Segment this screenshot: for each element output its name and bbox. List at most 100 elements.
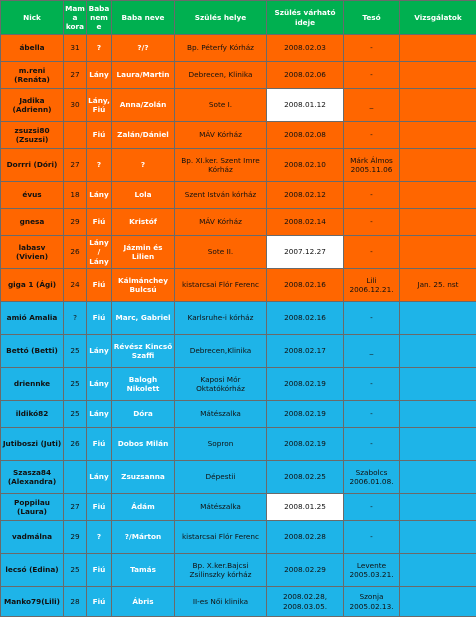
- col-header-birth-place: Szülés helye: [175, 1, 267, 35]
- cell-sibling: Szonja 2005.02.13.: [344, 587, 400, 617]
- cell-baby-gender: Lány/ Lány: [87, 236, 112, 269]
- cell-baby-name: Zsuzsanna: [112, 461, 175, 494]
- cell-baby-name: Tamás: [112, 554, 175, 587]
- cell-exams: [400, 461, 476, 494]
- cell-exams: [400, 587, 476, 617]
- cell-baby-gender: Fiú: [87, 494, 112, 521]
- cell-mother-age: [64, 122, 87, 149]
- cell-baby-name: Anna/Zolán: [112, 89, 175, 122]
- cell-birth-place: Debrecen,Klinika: [175, 335, 267, 368]
- cell-baby-gender: Lány: [87, 368, 112, 401]
- cell-nick: ildikó82: [1, 401, 64, 428]
- col-header-sibling: Tesó: [344, 1, 400, 35]
- cell-mother-age: 25: [64, 401, 87, 428]
- cell-due-date: 2008.02.14: [267, 209, 344, 236]
- cell-baby-name: Zalán/Dániel: [112, 122, 175, 149]
- cell-baby-gender: Fiú: [87, 209, 112, 236]
- cell-birth-place: Dépestii: [175, 461, 267, 494]
- cell-exams: [400, 35, 476, 62]
- cell-nick: ábella: [1, 35, 64, 62]
- cell-baby-name: Ábris: [112, 587, 175, 617]
- col-header-nick: Nick: [1, 1, 64, 35]
- cell-sibling: _: [344, 89, 400, 122]
- cell-exams: [400, 335, 476, 368]
- cell-sibling: -: [344, 302, 400, 335]
- table-row: Dorrri (Dóri)27??Bp. XI.ker. Szent Imre …: [1, 149, 476, 182]
- col-header-baby-gender: Baba neme: [87, 1, 112, 35]
- cell-mother-age: 18: [64, 182, 87, 209]
- cell-exams: [400, 554, 476, 587]
- cell-birth-place: Sote I.: [175, 89, 267, 122]
- cell-sibling: -: [344, 122, 400, 149]
- cell-nick: Bettó (Betti): [1, 335, 64, 368]
- cell-exams: [400, 89, 476, 122]
- cell-exams: [400, 521, 476, 554]
- cell-baby-name: ?/?: [112, 35, 175, 62]
- cell-birth-place: Bp. X.ker.Bajcsi Zsilinszky kórház: [175, 554, 267, 587]
- cell-birth-place: Mátészalka: [175, 401, 267, 428]
- cell-nick: zsuzsi80 (Zsuzsi): [1, 122, 64, 149]
- cell-exams: [400, 401, 476, 428]
- cell-due-date: 2008.02.16: [267, 269, 344, 302]
- cell-nick: Jadika (Adrienn): [1, 89, 64, 122]
- cell-exams: [400, 209, 476, 236]
- col-header-mother-age: Mama kora: [64, 1, 87, 35]
- cell-due-date: 2008.01.25: [267, 494, 344, 521]
- cell-exams: [400, 122, 476, 149]
- cell-exams: [400, 368, 476, 401]
- cell-sibling: -: [344, 62, 400, 89]
- cell-birth-place: Bp. Péterfy Kórház: [175, 35, 267, 62]
- cell-baby-gender: Fiú: [87, 587, 112, 617]
- cell-due-date: 2008.01.12: [267, 89, 344, 122]
- col-header-baby-name: Baba neve: [112, 1, 175, 35]
- cell-baby-gender: Lány: [87, 62, 112, 89]
- cell-mother-age: 30: [64, 89, 87, 122]
- cell-birth-place: II-es Női klinika: [175, 587, 267, 617]
- cell-baby-name: ?/Márton: [112, 521, 175, 554]
- cell-baby-gender: Fiú: [87, 269, 112, 302]
- cell-exams: Jan. 25. nst: [400, 269, 476, 302]
- cell-nick: vadmálna: [1, 521, 64, 554]
- cell-birth-place: Debrecen, Klinika: [175, 62, 267, 89]
- cell-baby-name: Laura/Martin: [112, 62, 175, 89]
- cell-baby-gender: Lány: [87, 461, 112, 494]
- cell-baby-gender: Lány, Fiú: [87, 89, 112, 122]
- cell-baby-name: Révész Kincső Szaffi: [112, 335, 175, 368]
- cell-baby-name: Dóra: [112, 401, 175, 428]
- cell-nick: évus: [1, 182, 64, 209]
- cell-due-date: 2008.02.25: [267, 461, 344, 494]
- cell-mother-age: 25: [64, 335, 87, 368]
- col-header-due-date: Szülés várható ideje: [267, 1, 344, 35]
- cell-mother-age: 25: [64, 368, 87, 401]
- cell-nick: lecsó (Edina): [1, 554, 64, 587]
- col-header-exams: Vizsgálatok: [400, 1, 476, 35]
- cell-birth-place: Bp. XI.ker. Szent Imre Kórház: [175, 149, 267, 182]
- cell-due-date: 2008.02.10: [267, 149, 344, 182]
- cell-exams: [400, 149, 476, 182]
- cell-exams: [400, 428, 476, 461]
- cell-baby-name: Balogh Nikolett: [112, 368, 175, 401]
- cell-sibling: Márk Álmos 2005.11.06: [344, 149, 400, 182]
- cell-baby-gender: ?: [87, 521, 112, 554]
- cell-due-date: 2008.02.12: [267, 182, 344, 209]
- cell-nick: gnesa: [1, 209, 64, 236]
- cell-sibling: -: [344, 368, 400, 401]
- cell-exams: [400, 236, 476, 269]
- cell-baby-name: Marc, Gabriel: [112, 302, 175, 335]
- cell-sibling: -: [344, 35, 400, 62]
- cell-baby-gender: Lány: [87, 335, 112, 368]
- cell-exams: [400, 494, 476, 521]
- cell-mother-age: 26: [64, 236, 87, 269]
- cell-due-date: 2008.02.28, 2008.03.05.: [267, 587, 344, 617]
- cell-due-date: 2008.02.08: [267, 122, 344, 149]
